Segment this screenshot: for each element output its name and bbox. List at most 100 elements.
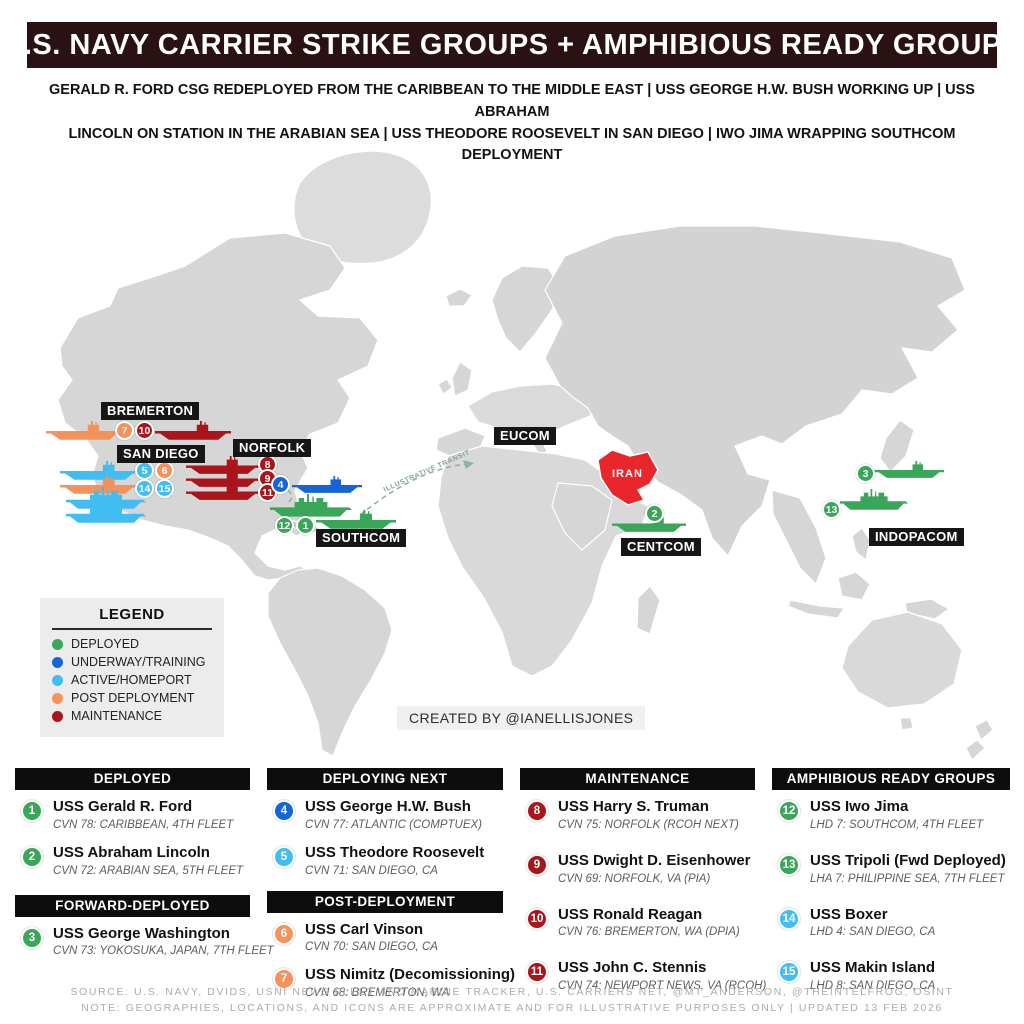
ship-name: USS Tripoli (Fwd Deployed): [810, 851, 1006, 869]
fleet-entry-14: 14 USS Boxer LHD 4: SAN DIEGO, CA: [778, 905, 1010, 938]
entry-badge-14: 14: [778, 907, 800, 930]
ship-name: USS George H.W. Bush: [305, 798, 471, 815]
legend-label: ACTIVE/HOMEPORT: [71, 673, 192, 687]
ship-detail: CVN 77: ATLANTIC (COMPTUEX): [305, 818, 482, 831]
page-title: U.S. NAVY CARRIER STRIKE GROUPS + AMPHIB…: [2, 28, 1022, 61]
fleet-entry-10: 10 USS Ronald Reagan CVN 76: BREMERTON, …: [526, 905, 755, 939]
label-norfolk: NORFOLK: [233, 439, 312, 457]
amphib-icon-tripoli: [840, 489, 908, 511]
map-badge-15: 15: [155, 479, 174, 498]
ship-detail: LHD 7: SOUTHCOM, 4TH FLEET: [810, 818, 984, 831]
ship-detail: CVN 73: YOKOSUKA, JAPAN, 7TH FLEET: [53, 945, 274, 958]
fleet-entry-13: 13 USS Tripoli (Fwd Deployed) LHA 7: PHI…: [778, 852, 1010, 885]
carrier-icon-bush: [292, 476, 362, 494]
ship-name: USS Ronald Reagan: [558, 905, 703, 923]
fleet-entry-15: 15 USS Makin Island LHD 8: SAN DIEGO, CA: [778, 959, 1010, 992]
entry-badge-7: 7: [273, 968, 295, 991]
transit-arc: [359, 463, 469, 516]
landmass-new-guinea: [904, 598, 950, 620]
legend-label: MAINTENANCE: [71, 709, 162, 723]
transit-arrowhead: [463, 460, 474, 469]
maintenance-dot-icon: [52, 710, 63, 722]
entry-badge-9: 9: [526, 853, 548, 876]
ship-name: USS Nimitz (Decomissioning): [305, 966, 516, 984]
fleet-entry-7: 7 USS Nimitz (Decomissioning) CVN 68: BR…: [273, 966, 515, 999]
fleet-entry-4: 4 USS George H.W. Bush CVN 77: ATLANTIC …: [273, 798, 503, 831]
entry-badge-12: 12: [778, 800, 800, 822]
label-southcom: SOUTHCOM: [316, 529, 407, 547]
column-maintenance: MAINTENANCE 8 USS Harry S. Truman CVN 75…: [520, 768, 766, 1005]
ship-name: USS Makin Island: [810, 959, 936, 977]
entry-badge-6: 6: [273, 922, 295, 945]
landmass-philippines: [851, 527, 871, 561]
landmass-uk: [451, 361, 473, 397]
footer-source: SOURCE: U.S. NAVY, DVIDS, USNI NEWS FLEE…: [70, 986, 954, 998]
fleet-entry-11: 11 USS John C. Stennis CVN 74: NEWPORT N…: [526, 959, 766, 992]
legend-label: UNDERWAY/TRAINING: [71, 655, 206, 669]
label-centcom: CENTCOM: [621, 538, 701, 556]
transit-hook: [285, 489, 293, 505]
legend-label: POST DEPLOYMENT: [71, 691, 195, 705]
landmass-iceland: [445, 288, 473, 307]
map-badge-13: 13: [822, 500, 841, 519]
legend-item-deployed: DEPLOYED: [52, 637, 212, 651]
ship-name: USS Boxer: [810, 905, 888, 923]
entry-badge-15: 15: [778, 961, 800, 984]
map-badge-3: 3: [856, 464, 875, 483]
ship-detail: CVN 68: BREMERTON, WA: [305, 987, 450, 999]
ship-name: USS Dwight D. Eisenhower: [558, 851, 751, 869]
ship-detail: CVN 76: BREMERTON, WA (DPIA): [558, 926, 740, 939]
label-bremerton: BREMERTON: [101, 402, 200, 420]
label-indopacom: INDOPACOM: [869, 528, 964, 546]
map-badge-2: 2: [645, 504, 664, 523]
landmass-ireland: [437, 378, 453, 395]
section-header-deployed: DEPLOYED: [15, 768, 250, 790]
legend: LEGEND DEPLOYED UNDERWAY/TRAINING ACTIVE…: [40, 598, 224, 737]
legend-item-post-deployment: POST DEPLOYMENT: [52, 691, 212, 705]
entry-badge-3: 3: [21, 926, 43, 949]
footer: SOURCE: U.S. NAVY, DVIDS, USNI NEWS FLEE…: [0, 984, 1024, 1017]
label-eucom: EUCOM: [494, 427, 556, 445]
ship-name: USS Abraham Lincoln: [53, 843, 210, 861]
map-badge-10: 10: [135, 421, 154, 440]
landmass-new-zealand-north: [974, 719, 994, 741]
ship-name: USS Carl Vinson: [305, 920, 424, 938]
legend-item-maintenance: MAINTENANCE: [52, 709, 212, 723]
credit-chip: CREATED BY @IANELLISJONES: [397, 706, 646, 730]
landmass-new-zealand-south: [965, 739, 986, 761]
world-map: ILLUSTRATIVE TRANSIT IRAN BREMERTON SAN …: [0, 138, 1024, 766]
fleet-entry-9: 9 USS Dwight D. Eisenhower CVN 69: NORFO…: [526, 852, 755, 885]
iran-highlight: [597, 449, 659, 506]
ship-name: USS Iwo Jima: [810, 798, 909, 815]
deployed-dot-icon: [52, 638, 63, 650]
ship-name: USS Gerald R. Ford: [53, 798, 193, 815]
ship-detail: LHD 8: SAN DIEGO, CA: [810, 980, 936, 992]
ship-detail: CVN 72: ARABIAN SEA, 5TH FLEET: [53, 864, 244, 877]
homeport-dot-icon: [52, 674, 63, 686]
map-badge-5: 5: [135, 461, 154, 480]
legend-label: DEPLOYED: [71, 637, 140, 651]
footer-note: NOTE: GEOGRAPHIES, LOCATIONS, AND ICONS …: [81, 1002, 943, 1015]
entry-badge-2: 2: [21, 845, 43, 868]
fleet-entry-5: 5 USS Theodore Roosevelt CVN 71: SAN DIE…: [273, 844, 503, 877]
post-deployment-dot-icon: [52, 692, 63, 704]
subtitle-line-2: LINCOLN ON STATION IN THE ARABIAN SEA | …: [68, 125, 956, 164]
entry-badge-10: 10: [526, 907, 548, 930]
map-badge-12: 12: [275, 516, 294, 535]
fleet-entry-3: 3 USS George Washington CVN 73: YOKOSUKA…: [21, 925, 274, 957]
entry-badge-5: 5: [273, 845, 295, 868]
ship-detail: CVN 69: NORFOLK, VA (PIA): [558, 872, 711, 885]
section-header-maintenance: MAINTENANCE: [520, 768, 755, 790]
section-header-forward-deployed: FORWARD-DEPLOYED: [15, 894, 250, 917]
title-bar: U.S. NAVY CARRIER STRIKE GROUPS + AMPHIB…: [2, 22, 1021, 68]
ship-detail: CVN 71: SAN DIEGO, CA: [305, 864, 438, 877]
underway-dot-icon: [52, 656, 63, 668]
legend-title: LEGEND: [52, 606, 212, 630]
landmass-australia: [841, 611, 963, 709]
map-badge-6: 6: [155, 461, 174, 480]
landmass-south-america: [267, 567, 393, 757]
landmass-tasmania: [899, 717, 914, 731]
iran-label: IRAN: [612, 468, 643, 480]
map-badge-7: 7: [115, 421, 134, 440]
legend-item-underway: UNDERWAY/TRAINING: [52, 655, 212, 669]
